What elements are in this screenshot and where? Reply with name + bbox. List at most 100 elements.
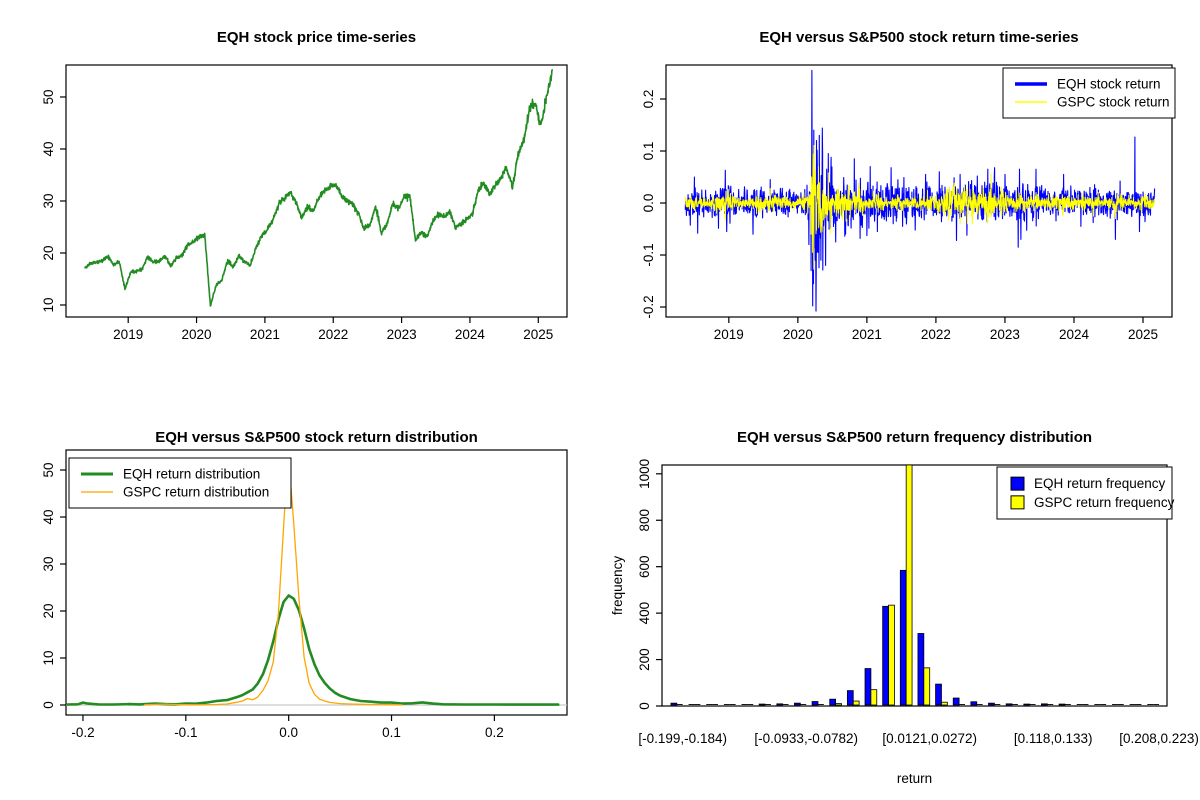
gspc-freq-bar-zero bbox=[694, 704, 701, 705]
price-x-tick-label: 2024 bbox=[455, 327, 486, 342]
gspc-freq-bar-zero bbox=[959, 704, 965, 705]
gspc-freq-bar-zero bbox=[729, 704, 736, 705]
returns-legend-box bbox=[1002, 67, 1176, 119]
gspc-freq-bar-zero bbox=[1082, 704, 1089, 705]
gspc-freq-bar bbox=[888, 604, 895, 706]
density-x-tick-label: 0.0 bbox=[279, 725, 298, 740]
density-legend-label: GSPC return distribution bbox=[123, 485, 269, 500]
eqh-freq-bar bbox=[917, 633, 925, 706]
eqh-freq-bar bbox=[829, 698, 837, 706]
eqh-freq-bar bbox=[1058, 703, 1066, 706]
gspc-freq-bar-zero bbox=[800, 704, 807, 705]
histogram-y-tick-label: 600 bbox=[637, 555, 652, 578]
eqh-freq-bar-zero bbox=[1147, 704, 1154, 705]
price-x-tick-label: 2021 bbox=[250, 327, 280, 342]
returns-y-tick-label: 0.1 bbox=[641, 142, 656, 161]
price-chart-panel: EQH stock price time-series 2019 2020 2021… bbox=[0, 0, 600, 400]
price-chart-canvas: 2019 2020 2021 2022 2023 2024 2025 10 20 30 40 50 bbox=[41, 64, 568, 342]
density-y-tick-label: 0 bbox=[41, 701, 56, 709]
price-y-tick-label: 30 bbox=[41, 193, 56, 208]
histogram-y-tick-label: 200 bbox=[637, 648, 652, 671]
histogram-y-tick-label: 400 bbox=[637, 602, 652, 625]
gspc-freq-bar-zero bbox=[1117, 704, 1124, 705]
gspc-freq-bar-zero bbox=[1064, 704, 1071, 705]
eqh-freq-bar bbox=[776, 703, 784, 706]
gspc-freq-bar-zero bbox=[976, 704, 983, 705]
gspc-freq-bar bbox=[941, 701, 948, 706]
eqh-freq-bar bbox=[846, 690, 854, 706]
density-y-tick-label: 30 bbox=[41, 556, 56, 571]
gspc-freq-bar bbox=[852, 700, 860, 706]
price-y-tick-label: 40 bbox=[41, 141, 56, 156]
gspc-freq-bar-zero bbox=[994, 704, 1001, 705]
density-chart-canvas: -0.2 -0.1 0.0 0.1 0.2 0 10 20 30 40 50 EQH return d… bbox=[41, 449, 568, 740]
eqh-freq-bar bbox=[988, 702, 995, 706]
histogram-legend-label: GSPC return frequency bbox=[1034, 495, 1175, 510]
returns-x-tick-label: 2023 bbox=[990, 327, 1020, 342]
density-chart-panel: EQH versus S&P500 stock return distribut… bbox=[0, 400, 600, 800]
returns-x-tick-label: 2025 bbox=[1128, 327, 1158, 342]
returns-y-tick-label: 0.0 bbox=[641, 194, 656, 213]
histogram-legend-box bbox=[996, 466, 1173, 520]
returns-y-tick-label: -0.1 bbox=[641, 243, 656, 266]
gspc-return-line bbox=[684, 144, 1156, 270]
returns-legend-label: GSPC stock return bbox=[1057, 95, 1170, 110]
eqh-freq-bar bbox=[1041, 703, 1048, 706]
price-x-tick-label: 2020 bbox=[182, 327, 212, 342]
eqh-freq-bar bbox=[1023, 703, 1031, 706]
returns-y-tick-label: -0.2 bbox=[641, 295, 656, 318]
eqh-freq-bar bbox=[899, 569, 907, 706]
gspc-freq-bar bbox=[870, 689, 878, 706]
histogram-chart-panel: EQH versus S&P500 return frequency distr… bbox=[600, 400, 1200, 800]
eqh-freq-bar bbox=[794, 702, 801, 706]
price-plot-frame bbox=[65, 64, 568, 318]
eqh-freq-bar bbox=[758, 703, 766, 706]
returns-chart-canvas: 2019 2020 2021 2022 2023 2024 2025 -0.2 -0.1 0.0 0… bbox=[641, 64, 1176, 342]
price-y-tick-label: 50 bbox=[41, 89, 56, 104]
returns-x-tick-label: 2021 bbox=[852, 327, 882, 342]
gspc-freq-bar-zero bbox=[1100, 704, 1107, 705]
eqh-freq-bar bbox=[970, 701, 978, 706]
eqh-freq-bar bbox=[670, 702, 678, 706]
histogram-chart-title: EQH versus S&P500 return frequency distr… bbox=[736, 429, 1093, 446]
gspc-freq-bar-zero bbox=[747, 704, 754, 705]
gspc-freq-bar bbox=[923, 667, 931, 706]
density-y-tick-label: 10 bbox=[41, 650, 56, 665]
gspc-freq-bar-zero bbox=[782, 704, 789, 705]
gspc-freq-bar-zero bbox=[817, 704, 824, 705]
histogram-y-tick-label: 0 bbox=[637, 702, 652, 710]
eqh-price-line bbox=[84, 69, 554, 307]
returns-y-tick-label: 0.2 bbox=[641, 90, 656, 109]
eqh-freq-bar bbox=[811, 701, 819, 706]
returns-chart-panel: EQH versus S&P500 stock return time-seri… bbox=[600, 0, 1200, 400]
eqh-freq-bar-zero bbox=[723, 704, 730, 705]
histogram-chart-canvas: 0 200 400 600 800 1000 [-0.199,-0.184) [-0.0933… bbox=[610, 459, 1199, 786]
density-legend-box bbox=[68, 457, 292, 509]
gspc-freq-bar bbox=[835, 703, 842, 706]
histogram-y-tick-label: 1000 bbox=[637, 459, 652, 489]
eqh-freq-bar-zero bbox=[1076, 704, 1083, 705]
returns-x-tick-label: 2022 bbox=[921, 327, 951, 342]
eqh-freq-bar-zero bbox=[1129, 704, 1136, 705]
gspc-freq-bar-zero bbox=[1012, 704, 1018, 705]
histogram-x-bin-label: [0.118,0.133) bbox=[1014, 731, 1093, 746]
histogram-legend-key-swatch bbox=[1010, 476, 1025, 491]
gspc-freq-bar-zero bbox=[1047, 704, 1054, 705]
density-chart-title: EQH versus S&P500 stock return distribut… bbox=[155, 429, 478, 446]
gspc-freq-bar-zero bbox=[765, 704, 771, 705]
eqh-density-curve bbox=[66, 594, 560, 706]
price-x-tick-label: 2025 bbox=[523, 327, 553, 342]
price-x-tick-label: 2022 bbox=[318, 327, 348, 342]
density-legend-label: EQH return distribution bbox=[123, 467, 260, 482]
gspc-freq-bar-zero bbox=[1153, 704, 1160, 705]
histogram-x-bin-label: [0.208,0.223) bbox=[1119, 731, 1199, 746]
histogram-plot-frame bbox=[661, 464, 1168, 707]
eqh-freq-bar bbox=[882, 605, 889, 706]
price-x-tick-label: 2023 bbox=[387, 327, 417, 342]
returns-x-tick-label: 2019 bbox=[714, 327, 744, 342]
gspc-density-curve bbox=[144, 459, 403, 706]
price-y-tick-label: 10 bbox=[41, 297, 56, 312]
eqh-freq-bar bbox=[952, 697, 960, 706]
histogram-y-tick-label: 800 bbox=[637, 509, 652, 532]
